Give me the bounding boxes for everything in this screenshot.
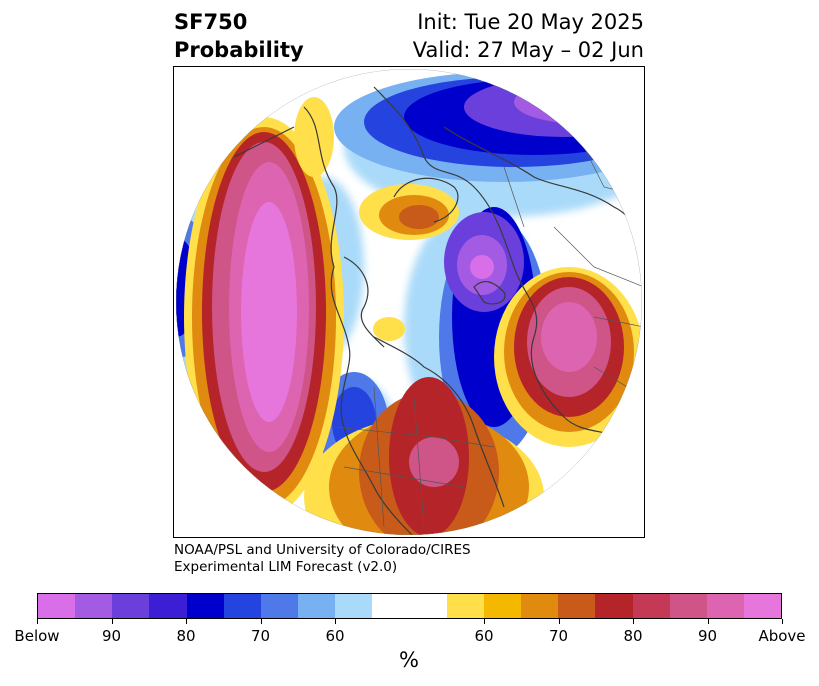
colorbar-segment [409,594,447,618]
colorbar-segment [298,594,336,618]
colorbar-segment [446,594,484,618]
credit: NOAA/PSL and University of Colorado/CIRE… [174,542,471,576]
colorbar-tick [111,619,113,624]
title-type: Probability [174,38,304,62]
colorbar-segment [372,594,410,618]
colorbar-tick-label: 90 [101,627,122,645]
colorbar-segment [260,594,299,618]
colorbar-tick-label: 90 [697,627,718,645]
colorbar-tick-label: 70 [548,627,569,645]
colorbar-segment [595,594,633,618]
title-right: Init: Tue 20 May 2025 Valid: 27 May – 02… [413,8,644,64]
colorbar-unit: % [399,648,419,672]
colorbar-tick-label: 60 [474,627,494,645]
colorbar-tick-label: 70 [250,627,271,645]
credit-line1: NOAA/PSL and University of Colorado/CIRE… [174,542,471,558]
positive-anomaly-eurasia [494,267,642,447]
positive-anomaly-north-america [304,377,544,535]
colorbar-segment [483,594,522,618]
colorbar-tick [37,619,38,624]
colorbar-segment [186,594,224,618]
colorbar-tick [558,619,560,624]
title-left: SF750 Probability [174,8,304,64]
colorbar-tick [633,619,634,624]
positive-anomaly-arctic [294,97,459,341]
credit-line2: Experimental LIM Forecast (v2.0) [174,559,398,575]
colorbar-segment [223,594,261,618]
colorbar-segment [521,594,559,618]
positive-anomaly-pacific [184,117,344,517]
valid-range: Valid: 27 May – 02 Jun [412,38,644,62]
colorbar-segment [558,594,596,618]
colorbar-tick-label: 80 [623,627,643,645]
colorbar-tick [484,619,485,624]
colorbar-segment [38,594,76,618]
colorbar-tick [186,619,187,624]
colorbar-segment [706,594,744,618]
colorbar [37,593,782,619]
colorbar-tick-label: 80 [176,627,196,645]
title-variable: SF750 [174,10,248,34]
colorbar-segment [743,594,782,618]
colorbar-segment [149,594,187,618]
colorbar-segment [335,594,373,618]
colorbar-tick-label: Below [14,627,60,645]
colorbar-segment [669,594,707,618]
colorbar-tick [782,619,783,624]
polar-map [176,69,642,535]
colorbar-tick-label: 60 [325,627,345,645]
colorbar-tick-label: Above [758,627,806,645]
colorbar-tick [260,619,262,624]
colorbar-segment [112,594,150,618]
colorbar-segment [75,594,113,618]
map-panel [173,66,645,538]
colorbar-tick [335,619,336,624]
colorbar-tick [707,619,709,624]
colorbar-segment [632,594,670,618]
init-date: Init: Tue 20 May 2025 [417,10,644,34]
